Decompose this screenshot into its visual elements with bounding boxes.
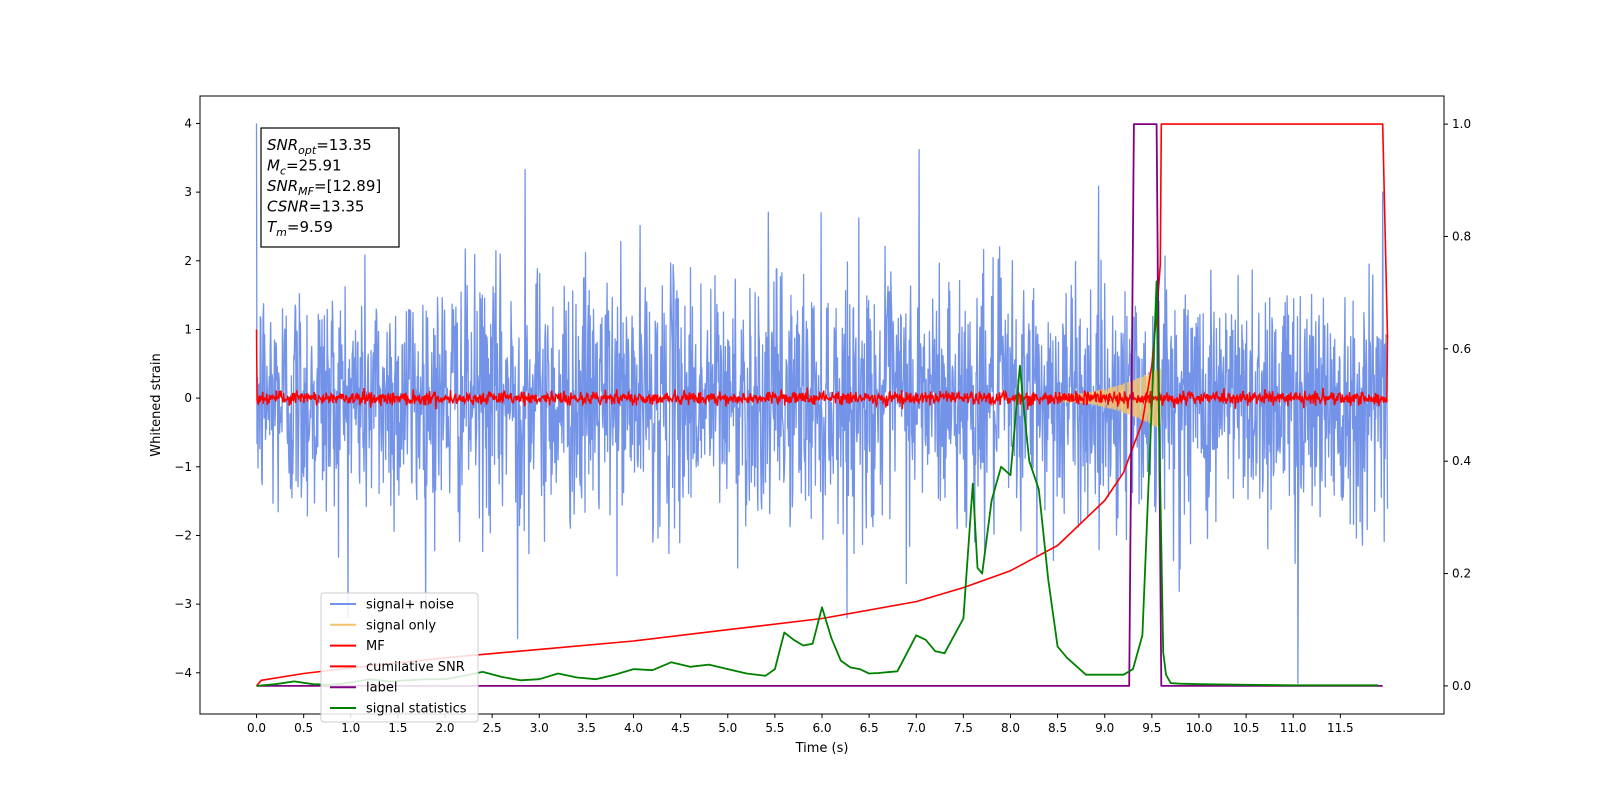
x-tick-label: 9.0 xyxy=(1095,721,1114,735)
series-mf xyxy=(255,329,1389,410)
y-axis-left: 4 3 2 1 0 −1 −2 −3 −4 xyxy=(174,116,200,680)
x-tick-label: 1.0 xyxy=(341,721,360,735)
annotation-line: SNRMF=[12.89] xyxy=(267,177,381,198)
legend-box xyxy=(320,592,479,723)
y-left-tick-label: 2 xyxy=(184,254,192,268)
x-tick-label: 3.0 xyxy=(530,721,549,735)
x-tick-label: 7.0 xyxy=(907,721,926,735)
x-tick-label: 9.5 xyxy=(1142,721,1161,735)
y-left-tick-label: 4 xyxy=(184,116,192,130)
x-tick-label: 1.5 xyxy=(388,721,407,735)
x-tick-label: 5.0 xyxy=(718,721,737,735)
x-tick-label: 6.5 xyxy=(860,721,879,735)
x-tick-label: 8.5 xyxy=(1048,721,1067,735)
series-signal-noise xyxy=(255,123,1389,684)
x-tick-label: 8.0 xyxy=(1001,721,1020,735)
x-axis-label: Time (s) xyxy=(795,741,849,756)
legend: signal+ noise signal only MF cumilative SNR… xyxy=(320,592,479,723)
y-right-tick-label: 0.8 xyxy=(1452,229,1471,243)
annotation-box xyxy=(260,127,400,248)
y-left-tick-label: 0 xyxy=(184,391,192,405)
x-tick-label: 5.5 xyxy=(765,721,784,735)
y-left-tick-label: 3 xyxy=(184,185,192,199)
y-right-tick-label: 0.6 xyxy=(1452,342,1471,356)
annotation-line: Mc=25.91 xyxy=(267,157,342,178)
x-tick-label: 3.5 xyxy=(577,721,596,735)
legend-label: cumilative SNR xyxy=(366,660,465,675)
series-signal-only xyxy=(1056,368,1161,428)
y-left-tick-label: 1 xyxy=(184,322,192,336)
legend-label: MF xyxy=(366,639,385,654)
x-tick-label: 11.0 xyxy=(1280,721,1307,735)
x-tick-label: 2.0 xyxy=(435,721,454,735)
x-tick-label: 4.5 xyxy=(671,721,690,735)
annotation-line: CSNR=13.35 xyxy=(267,198,364,216)
y-right-tick-label: 0.2 xyxy=(1452,567,1471,581)
x-tick-label: 6.0 xyxy=(812,721,831,735)
y-left-tick-label: −4 xyxy=(174,666,192,680)
y-axis-right: 1.0 0.8 0.6 0.4 0.2 0.0 xyxy=(1444,117,1471,693)
legend-label: signal statistics xyxy=(366,702,467,717)
x-axis: 0.0 0.5 1.0 1.5 2.0 2.5 3.0 3.5 4.0 4.5 5.0 5.5 6.0 6… xyxy=(247,714,1354,735)
annotation-line: Tm=9.59 xyxy=(267,218,333,239)
x-tick-label: 0.5 xyxy=(294,721,313,735)
legend-label: signal only xyxy=(366,618,436,633)
y-right-tick-label: 1.0 xyxy=(1452,117,1471,131)
series-label xyxy=(256,123,1383,687)
x-tick-label: 2.5 xyxy=(483,721,502,735)
series-signal-statistics xyxy=(256,280,1378,687)
y-right-tick-label: 0.0 xyxy=(1452,679,1471,693)
x-tick-label: 4.0 xyxy=(624,721,643,735)
annotation-line: SNRopt=13.35 xyxy=(267,136,372,157)
y-left-tick-label: −3 xyxy=(174,597,192,611)
x-tick-label: 0.0 xyxy=(247,721,266,735)
x-tick-label: 7.5 xyxy=(954,721,973,735)
y-right-tick-label: 0.4 xyxy=(1452,454,1471,468)
stats-annotation: SNRopt=13.35Mc=25.91SNRMF=[12.89]CSNR=13… xyxy=(260,127,400,248)
y-left-tick-label: −2 xyxy=(174,528,192,542)
y-left-tick-label: −1 xyxy=(174,460,192,474)
x-tick-label: 11.5 xyxy=(1327,721,1354,735)
x-tick-label: 10.5 xyxy=(1233,721,1260,735)
legend-label: signal+ noise xyxy=(366,598,454,613)
x-tick-label: 10.0 xyxy=(1186,721,1213,735)
legend-label: label xyxy=(366,681,397,696)
y-axis-label: Whitened strain xyxy=(149,353,164,456)
